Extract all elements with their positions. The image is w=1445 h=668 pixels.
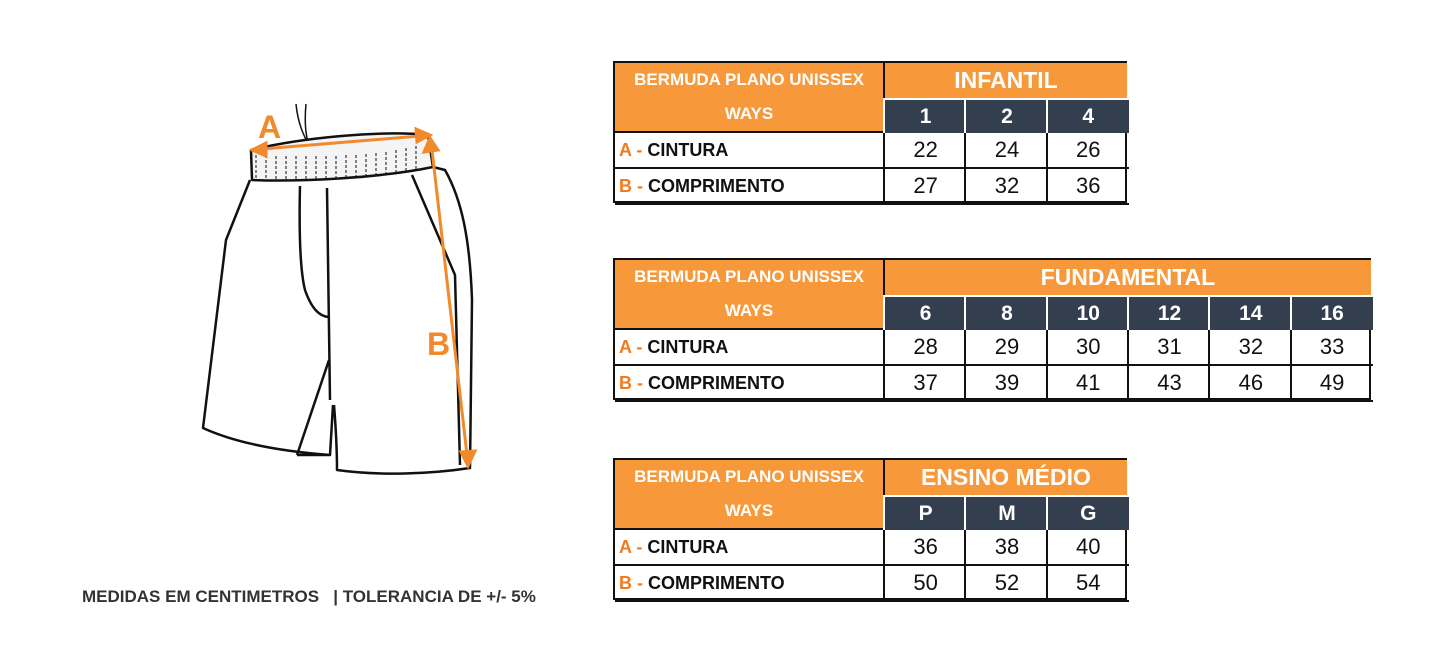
measure-label: B - COMPRIMENTO — [615, 566, 885, 602]
measure-value: 37 — [883, 366, 967, 402]
shorts-outline — [201, 165, 474, 475]
label-a: A — [258, 109, 281, 145]
measure-value: 33 — [1289, 330, 1373, 366]
pocket — [410, 174, 462, 466]
measure-value: 39 — [964, 366, 1048, 402]
measure-name: COMPRIMENTO — [648, 175, 785, 196]
fly — [298, 185, 332, 401]
footer-note: MEDIDAS EM CENTIMETROS | TOLERANCIA DE +… — [82, 587, 536, 606]
measure-label: A - CINTURA — [615, 330, 885, 366]
table-title: BERMUDA PLANO UNISSEX WAYS — [615, 63, 885, 133]
measure-letter: B - — [619, 175, 643, 196]
size-header: 10 — [1045, 295, 1129, 330]
measure-value: 22 — [883, 133, 967, 169]
measure-value: 29 — [964, 330, 1048, 366]
measure-letter: A - — [619, 139, 643, 160]
size-header: P — [883, 495, 967, 530]
measure-value: 36 — [883, 530, 967, 566]
measure-a-arrow — [261, 134, 421, 151]
measure-value: 52 — [964, 566, 1048, 602]
measure-value: 31 — [1126, 330, 1211, 366]
measure-label: A - CINTURA — [615, 133, 885, 169]
size-header: 14 — [1208, 295, 1292, 330]
size-header: M — [964, 495, 1048, 530]
measure-b-arrow — [430, 149, 469, 456]
table-title: BERMUDA PLANO UNISSEX WAYS — [615, 260, 885, 330]
size-table-2: BERMUDA PLANO UNISSEX WAYS ENSINO MÉDIO P M… — [613, 458, 1129, 602]
measure-letter: B - — [619, 572, 643, 593]
measure-letter: A - — [619, 336, 643, 357]
measure-value: 40 — [1045, 530, 1129, 566]
size-header: 8 — [964, 295, 1048, 330]
group-header: FUNDAMENTAL — [885, 260, 1371, 295]
measure-value: 24 — [964, 133, 1048, 169]
measure-value: 43 — [1126, 366, 1211, 402]
measure-value: 50 — [883, 566, 967, 602]
measure-letter: B - — [619, 372, 643, 393]
size-header: 16 — [1289, 295, 1373, 330]
measure-value: 38 — [964, 530, 1048, 566]
measure-value: 54 — [1045, 566, 1129, 602]
shorts-illustration: A B — [201, 103, 478, 475]
measure-name: CINTURA — [647, 139, 729, 160]
measure-value: 27 — [883, 169, 967, 205]
size-table-1: BERMUDA PLANO UNISSEX WAYS FUNDAMENTAL 6 8 1… — [613, 258, 1373, 402]
measure-value: 30 — [1045, 330, 1129, 366]
measure-name: COMPRIMENTO — [648, 572, 785, 593]
group-header: ENSINO MÉDIO — [885, 460, 1127, 495]
measure-value: 46 — [1208, 366, 1292, 402]
size-table-0: BERMUDA PLANO UNISSEX WAYS INFANTIL 1 2 4 A -… — [613, 61, 1129, 205]
measure-letter: A - — [619, 536, 643, 557]
measure-value: 32 — [964, 169, 1048, 205]
measure-value: 41 — [1045, 366, 1129, 402]
measure-label: B - COMPRIMENTO — [615, 366, 885, 402]
measure-value: 32 — [1208, 330, 1292, 366]
size-header: 12 — [1126, 295, 1211, 330]
group-header: INFANTIL — [885, 63, 1127, 98]
label-b: B — [427, 326, 450, 362]
measure-label: B - COMPRIMENTO — [615, 169, 885, 205]
size-header: 6 — [883, 295, 967, 330]
measure-label: A - CINTURA — [615, 530, 885, 566]
size-header: 1 — [883, 98, 967, 133]
table-title: BERMUDA PLANO UNISSEX WAYS — [615, 460, 885, 530]
size-header: 4 — [1045, 98, 1129, 133]
measure-value: 28 — [883, 330, 967, 366]
measure-value: 49 — [1289, 366, 1373, 402]
size-header: G — [1045, 495, 1129, 530]
measure-value: 36 — [1045, 169, 1129, 205]
size-header: 2 — [964, 98, 1048, 133]
measure-name: CINTURA — [647, 336, 729, 357]
measure-name: COMPRIMENTO — [648, 372, 785, 393]
measure-value: 26 — [1045, 133, 1129, 169]
measure-name: CINTURA — [647, 536, 729, 557]
